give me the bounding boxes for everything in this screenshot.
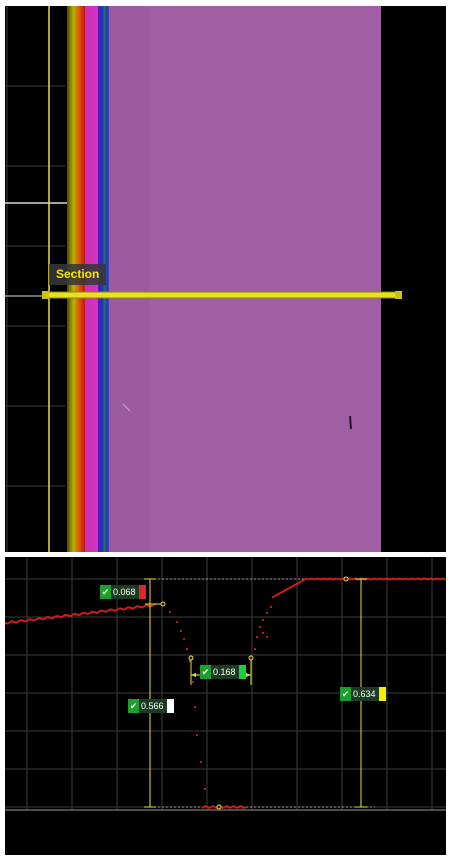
- profile-point: [182, 637, 186, 641]
- profile-point: [203, 787, 207, 791]
- section-label[interactable]: Section: [49, 264, 107, 285]
- measurement-tag-0168[interactable]: ✔ 0.168: [200, 665, 246, 679]
- profile-point: [179, 629, 183, 633]
- measurement-value: 0.068: [111, 585, 139, 599]
- profile-point: [243, 806, 247, 809]
- check-icon: ✔: [128, 699, 139, 713]
- color-swatch: [166, 699, 174, 713]
- profile-point: [261, 618, 265, 622]
- profile-grid: [5, 557, 446, 810]
- measurement-tag-0566[interactable]: ✔ 0.566: [128, 699, 174, 713]
- surface-defect: [349, 415, 352, 430]
- profile-point: [269, 605, 273, 609]
- profile-view[interactable]: ✔ 0.068 ✔ 0.168 ✔ 0.566 ✔ 0.634: [5, 557, 446, 855]
- measurement-value: 0.168: [211, 665, 239, 679]
- profile-point: [193, 705, 197, 709]
- profile-point: [253, 647, 257, 651]
- color-swatch: [238, 665, 246, 679]
- check-icon: ✔: [200, 665, 211, 679]
- background-grid: [5, 6, 65, 552]
- section-handle-right: [395, 291, 402, 299]
- check-icon: ✔: [340, 687, 351, 701]
- color-swatch: [378, 687, 386, 701]
- surface-scratch: [122, 403, 131, 412]
- profile-canvas: [5, 557, 446, 811]
- profile-point: [168, 610, 172, 614]
- surface-plane: [109, 6, 381, 552]
- measurement-tag-0068[interactable]: ✔ 0.068: [100, 585, 146, 599]
- check-icon: ✔: [100, 585, 111, 599]
- measurement-value: 0.634: [351, 687, 379, 701]
- profile-point: [255, 635, 259, 639]
- height-map-view[interactable]: Section: [5, 6, 446, 552]
- measurement-value: 0.566: [139, 699, 167, 713]
- profile-point: [185, 647, 189, 651]
- profile-point: [258, 625, 262, 629]
- profile-point: [265, 611, 269, 615]
- measure-0068-guides: [145, 579, 166, 607]
- section-handle-left: [42, 291, 49, 299]
- measurement-tag-0634[interactable]: ✔ 0.634: [340, 687, 386, 701]
- surface-shade: [109, 6, 149, 552]
- bottom-point-marker: [216, 804, 222, 810]
- profile-point: [195, 733, 199, 737]
- profile-point: [265, 635, 269, 639]
- color-swatch: [138, 585, 146, 599]
- section-line: [45, 291, 399, 299]
- profile-point: [444, 578, 446, 581]
- profile-point: [191, 680, 195, 684]
- profile-point: [199, 760, 203, 764]
- profile-point: [175, 620, 179, 624]
- profile-point: [261, 631, 265, 635]
